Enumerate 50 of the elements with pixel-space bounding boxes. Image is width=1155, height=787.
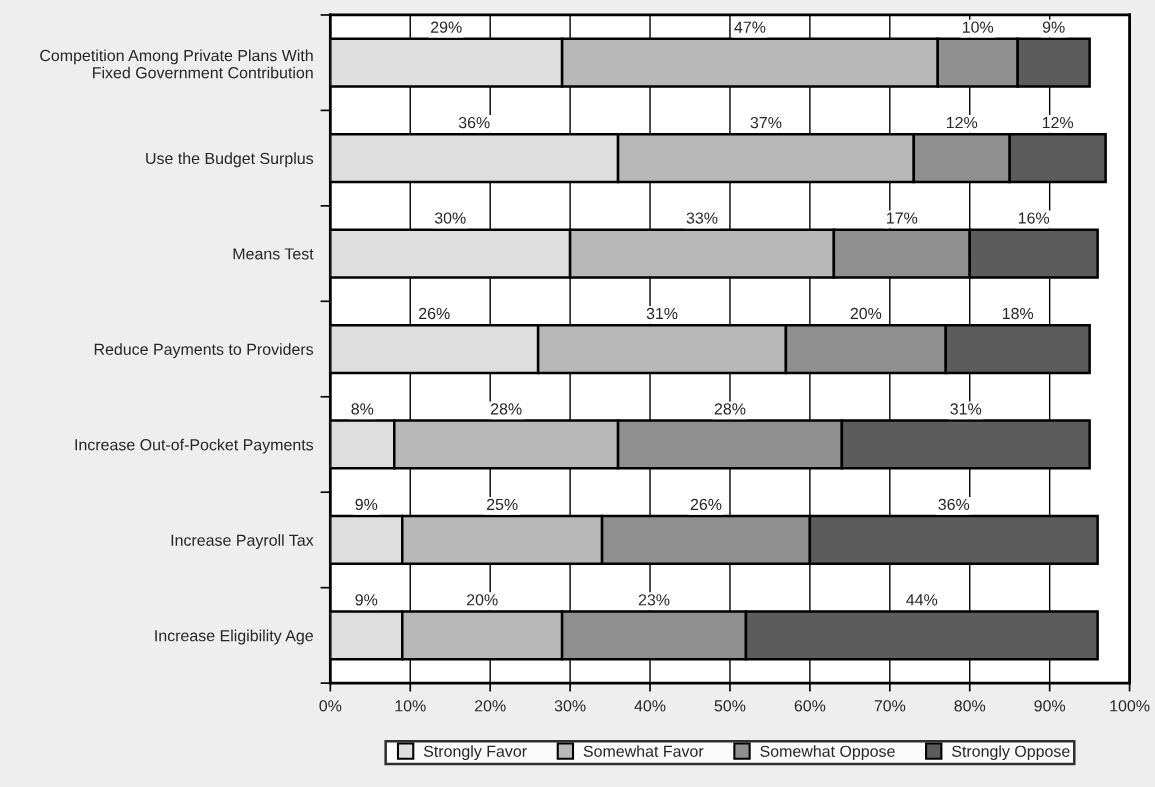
x-tick-label: 100%	[1110, 700, 1150, 712]
y-tick-label: Reduce Payments to Providers	[94, 343, 314, 359]
legend-label: Strongly Favor	[423, 745, 527, 761]
data-label: 17%	[887, 212, 918, 224]
x-tick-label: 10%	[395, 700, 426, 712]
data-label: 37%	[750, 116, 782, 129]
legend-label: Somewhat Favor	[583, 745, 704, 757]
data-label: 36%	[938, 498, 970, 511]
data-label: 31%	[950, 403, 982, 415]
x-tick-label: 40%	[634, 700, 666, 712]
data-label: 10%	[962, 21, 994, 33]
x-tick-label: 80%	[954, 700, 986, 712]
x-tick-label: 30%	[554, 700, 586, 712]
x-tick-label: 60%	[794, 700, 826, 712]
data-label: 47%	[734, 21, 766, 33]
y-tick-label: Competition Among Private Plans With Fixed Government Contribution	[40, 49, 313, 79]
data-label: 16%	[1018, 212, 1050, 224]
data-label: 36%	[458, 116, 490, 129]
y-tick-label: Use the Budget Surplus	[146, 152, 314, 168]
x-tick-label: 50%	[714, 700, 746, 712]
legend-label: Somewhat Oppose	[760, 745, 895, 761]
data-label: 12%	[946, 116, 978, 129]
y-tick-label: Increase Out-of-Pocket Payments	[75, 438, 314, 454]
data-label: 44%	[906, 594, 938, 606]
data-label: 29%	[431, 21, 462, 33]
data-label: 30%	[434, 212, 466, 224]
data-label: 9%	[1042, 21, 1065, 33]
legend-label: Strongly Oppose	[952, 745, 1070, 761]
data-label: 9%	[355, 594, 378, 606]
x-tick-label: 0%	[319, 700, 342, 712]
data-label: 23%	[638, 594, 670, 606]
data-label: 28%	[714, 403, 746, 415]
x-tick-label: 90%	[1034, 700, 1066, 712]
data-label: 25%	[486, 498, 518, 511]
data-label: 31%	[646, 307, 678, 320]
y-tick-label: Means Test	[233, 248, 314, 260]
y-tick-label: Increase Payroll Tax	[171, 534, 314, 550]
data-label: 33%	[686, 212, 718, 224]
data-label: 18%	[1002, 307, 1034, 320]
y-tick-label: Increase Eligibility Age	[155, 629, 313, 645]
x-tick-label: 20%	[475, 700, 506, 712]
data-label: 26%	[690, 498, 722, 511]
data-label: 12%	[1042, 116, 1074, 129]
data-label: 20%	[850, 307, 882, 320]
data-label: 9%	[355, 498, 378, 511]
data-label: 28%	[490, 403, 522, 415]
data-label: 20%	[467, 594, 498, 606]
data-label: 26%	[419, 307, 450, 320]
x-tick-label: 70%	[874, 700, 906, 712]
data-label: 8%	[351, 403, 374, 415]
